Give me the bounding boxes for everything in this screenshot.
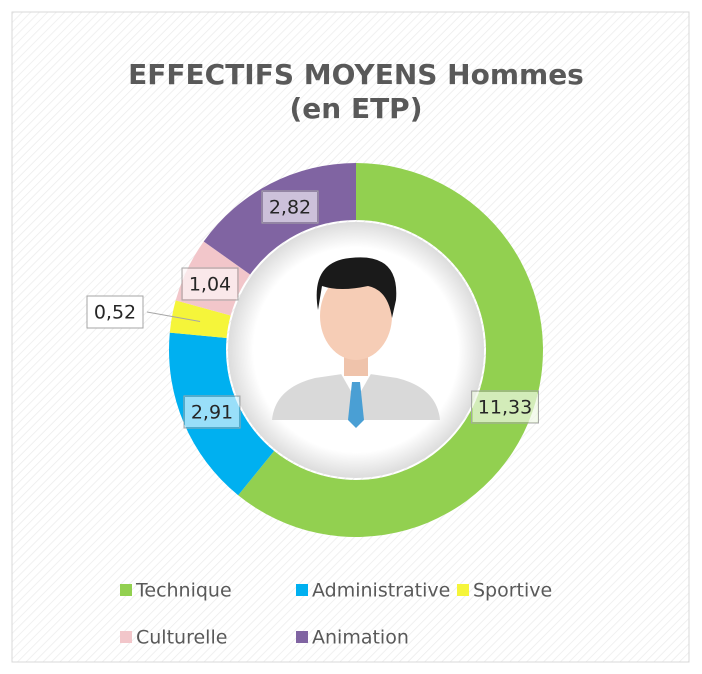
data-label: 1,04 (189, 274, 231, 296)
data-label: 11,33 (478, 397, 532, 419)
data-label: 2,91 (191, 402, 233, 424)
legend-swatch (120, 631, 132, 643)
legend-label: Administrative (312, 580, 450, 602)
person-icon (228, 222, 484, 478)
legend-label: Animation (312, 627, 409, 649)
legend-label: Sportive (473, 580, 552, 602)
legend-label: Technique (135, 580, 232, 602)
data-label: 2,82 (269, 197, 311, 219)
data-label-bg (472, 392, 538, 422)
legend-swatch (457, 584, 469, 596)
data-label-bg (185, 397, 239, 427)
data-label: 0,52 (94, 302, 136, 324)
data-label-bg (263, 192, 317, 222)
legend-swatch (120, 584, 132, 596)
chart-title: EFFECTIFS MOYENS Hommes (en ETP) (128, 58, 584, 125)
leader-line (146, 311, 201, 323)
legend-swatch (296, 631, 308, 643)
data-label-bg (183, 269, 237, 299)
data-label-bg (88, 297, 142, 327)
donut-segment (238, 163, 544, 537)
legend-swatch (296, 584, 308, 596)
legend-label: Culturelle (136, 627, 227, 649)
donut-segment (169, 300, 231, 338)
